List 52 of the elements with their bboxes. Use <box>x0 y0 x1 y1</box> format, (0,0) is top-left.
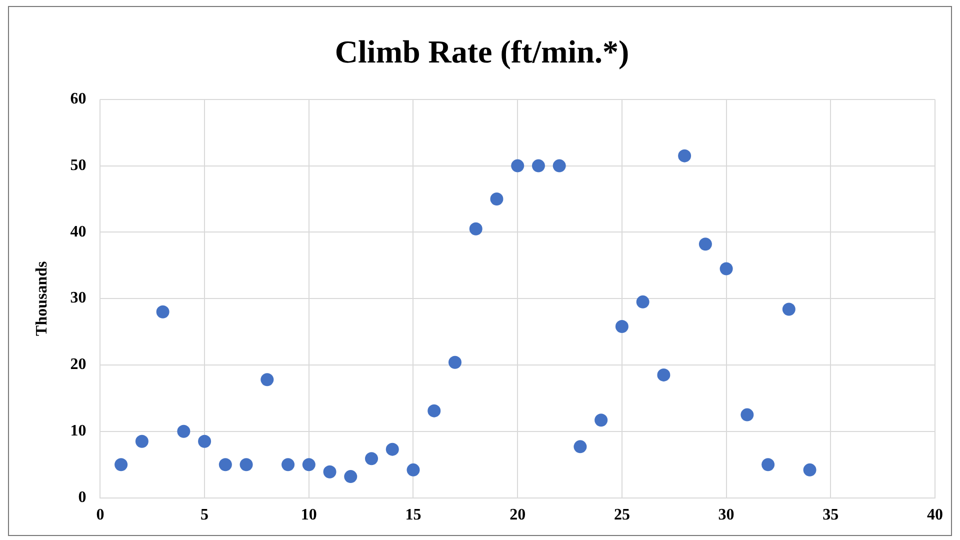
point <box>469 222 482 236</box>
point <box>302 458 316 472</box>
point <box>615 320 628 333</box>
point <box>552 159 566 172</box>
x-tick-label: 0 <box>96 506 104 524</box>
point <box>636 295 650 308</box>
point <box>177 424 190 438</box>
point <box>594 414 608 427</box>
point <box>657 368 670 382</box>
y-axis-title: Thousands <box>34 261 51 336</box>
x-tick-label: 35 <box>822 506 839 524</box>
x-tick-label: 25 <box>614 506 630 524</box>
y-tick-label: 60 <box>70 90 86 108</box>
point <box>135 434 148 448</box>
point <box>762 458 775 472</box>
point <box>448 356 462 369</box>
y-tick-label: 30 <box>70 290 86 307</box>
y-tick-label: 0 <box>78 488 86 506</box>
x-tick-label: 5 <box>200 506 209 524</box>
point <box>114 458 128 472</box>
point <box>198 434 212 448</box>
point <box>511 159 524 172</box>
point <box>678 149 692 162</box>
point <box>782 302 796 316</box>
point <box>365 452 378 466</box>
point <box>490 192 504 206</box>
point <box>698 238 712 251</box>
point <box>386 442 399 456</box>
y-tick-label: 10 <box>70 422 86 440</box>
y-tick-label: 40 <box>70 223 86 240</box>
x-tick-label: 20 <box>510 506 526 524</box>
point <box>740 408 754 422</box>
point <box>282 458 295 472</box>
point <box>323 465 336 478</box>
point <box>218 458 232 472</box>
x-tick-label: 15 <box>405 506 422 524</box>
point <box>720 262 733 276</box>
point <box>428 404 441 418</box>
x-tick-label: 40 <box>927 506 943 524</box>
point <box>574 440 587 454</box>
point <box>532 159 545 172</box>
y-tick-label: 20 <box>70 356 86 374</box>
point <box>156 305 170 318</box>
point <box>803 463 816 476</box>
x-tick-label: 30 <box>718 506 734 524</box>
x-tick-label: 10 <box>300 506 317 524</box>
point <box>406 463 420 476</box>
point <box>344 470 358 484</box>
point <box>240 458 253 472</box>
y-tick-label: 50 <box>70 156 86 174</box>
chart-title: Climb Rate (ft/min.*) <box>334 33 630 70</box>
point <box>260 373 274 386</box>
